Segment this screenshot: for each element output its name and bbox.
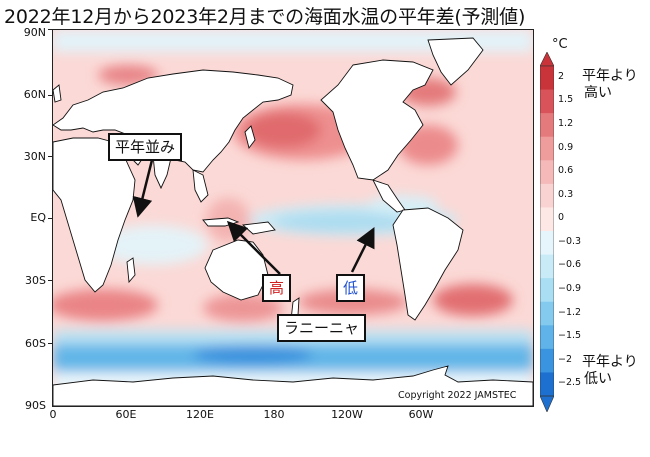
lon-label-60w: 60W bbox=[408, 408, 434, 421]
colorbar-swatch bbox=[540, 207, 554, 232]
colorbar-swatch bbox=[540, 254, 554, 279]
colorbar-tick-label: 1.2 bbox=[558, 117, 574, 129]
colorbar-tick-label: 0.3 bbox=[558, 188, 574, 200]
colorbar-swatch bbox=[540, 113, 554, 138]
lat-label-30s: 30S bbox=[25, 274, 46, 287]
colorbar-tick-label: −1.5 bbox=[558, 330, 582, 342]
lat-label-90s: 90S bbox=[25, 399, 46, 412]
callout-high: 高 bbox=[262, 274, 292, 302]
colorbar-tick-label: −1.2 bbox=[558, 306, 582, 318]
colorbar-swatch bbox=[540, 301, 554, 326]
tick-90n bbox=[48, 29, 52, 30]
colorbar-swatch bbox=[540, 231, 554, 256]
continents bbox=[53, 37, 533, 406]
copyright-text: Copyright 2022 JAMSTEC bbox=[398, 390, 517, 401]
colorbar-swatch bbox=[540, 66, 554, 91]
callout-low: 低 bbox=[336, 274, 366, 302]
colorbar-tick-label: 0 bbox=[558, 212, 565, 224]
lat-label-90n: 90N bbox=[23, 26, 46, 39]
tick-60s bbox=[48, 343, 52, 344]
colorbar-tick-label: 1.5 bbox=[558, 94, 574, 106]
lon-label-180: 180 bbox=[263, 408, 285, 421]
colorbar-unit: °C bbox=[552, 37, 568, 52]
colorbar-swatch bbox=[540, 136, 554, 161]
colorbar-top-cap bbox=[540, 52, 554, 67]
colorbar-tick-label: 0.6 bbox=[558, 165, 574, 177]
tick-30n bbox=[48, 156, 52, 157]
colorbar-tick-label: −2.5 bbox=[558, 377, 582, 389]
colorbar-swatch bbox=[540, 325, 554, 350]
colorbar-bottom-cap bbox=[540, 395, 554, 412]
lat-label-60n: 60N bbox=[23, 88, 46, 101]
colorbar-swatch bbox=[540, 278, 554, 303]
tick-eq bbox=[48, 218, 52, 219]
colorbar-tick-label: 2 bbox=[558, 70, 565, 82]
callout-lanina: ラニーニャ bbox=[277, 314, 367, 342]
colorbar-tick-label: −2 bbox=[558, 353, 573, 365]
lat-label-60s: 60S bbox=[25, 337, 46, 350]
colorbar-tick-label: −0.3 bbox=[558, 235, 582, 247]
lon-label-120e: 120E bbox=[186, 408, 214, 421]
tick-60n bbox=[48, 95, 52, 96]
colorbar bbox=[540, 52, 554, 412]
sst-anomaly-field bbox=[53, 30, 533, 406]
lon-label-120w: 120W bbox=[331, 408, 363, 421]
colorbar-tick-label: −0.9 bbox=[558, 282, 582, 294]
colorbar-swatch bbox=[540, 160, 554, 185]
lon-label-0: 0 bbox=[49, 408, 57, 421]
colorbar-tick-label: 0.9 bbox=[558, 141, 574, 153]
colorbar-swatch bbox=[540, 348, 554, 373]
colorbar-swatch bbox=[540, 89, 554, 114]
colorbar-tick-label: −0.6 bbox=[558, 259, 582, 271]
note-lower-line2: 低い bbox=[584, 371, 612, 387]
note-higher-line2: 高い bbox=[584, 85, 612, 101]
note-lower-line1: 平年より bbox=[582, 354, 638, 370]
tick-30s bbox=[48, 280, 52, 281]
colorbar-outline bbox=[540, 65, 554, 397]
note-lower: 平年より 低い bbox=[582, 354, 638, 388]
colorbar-swatch bbox=[540, 372, 554, 397]
lat-label-eq: EQ bbox=[30, 211, 46, 224]
sst-anomaly-map bbox=[52, 29, 534, 407]
lat-label-30n: 30N bbox=[23, 150, 46, 163]
map-title: 2022年12月から2023年2月までの海面水温の平年差(予測値) bbox=[4, 6, 526, 28]
callout-normal: 平年並み bbox=[108, 133, 183, 161]
colorbar-swatch bbox=[540, 183, 554, 208]
note-higher: 平年より 高い bbox=[582, 68, 638, 102]
note-higher-line1: 平年より bbox=[582, 68, 638, 84]
lon-label-60e: 60E bbox=[115, 408, 137, 421]
